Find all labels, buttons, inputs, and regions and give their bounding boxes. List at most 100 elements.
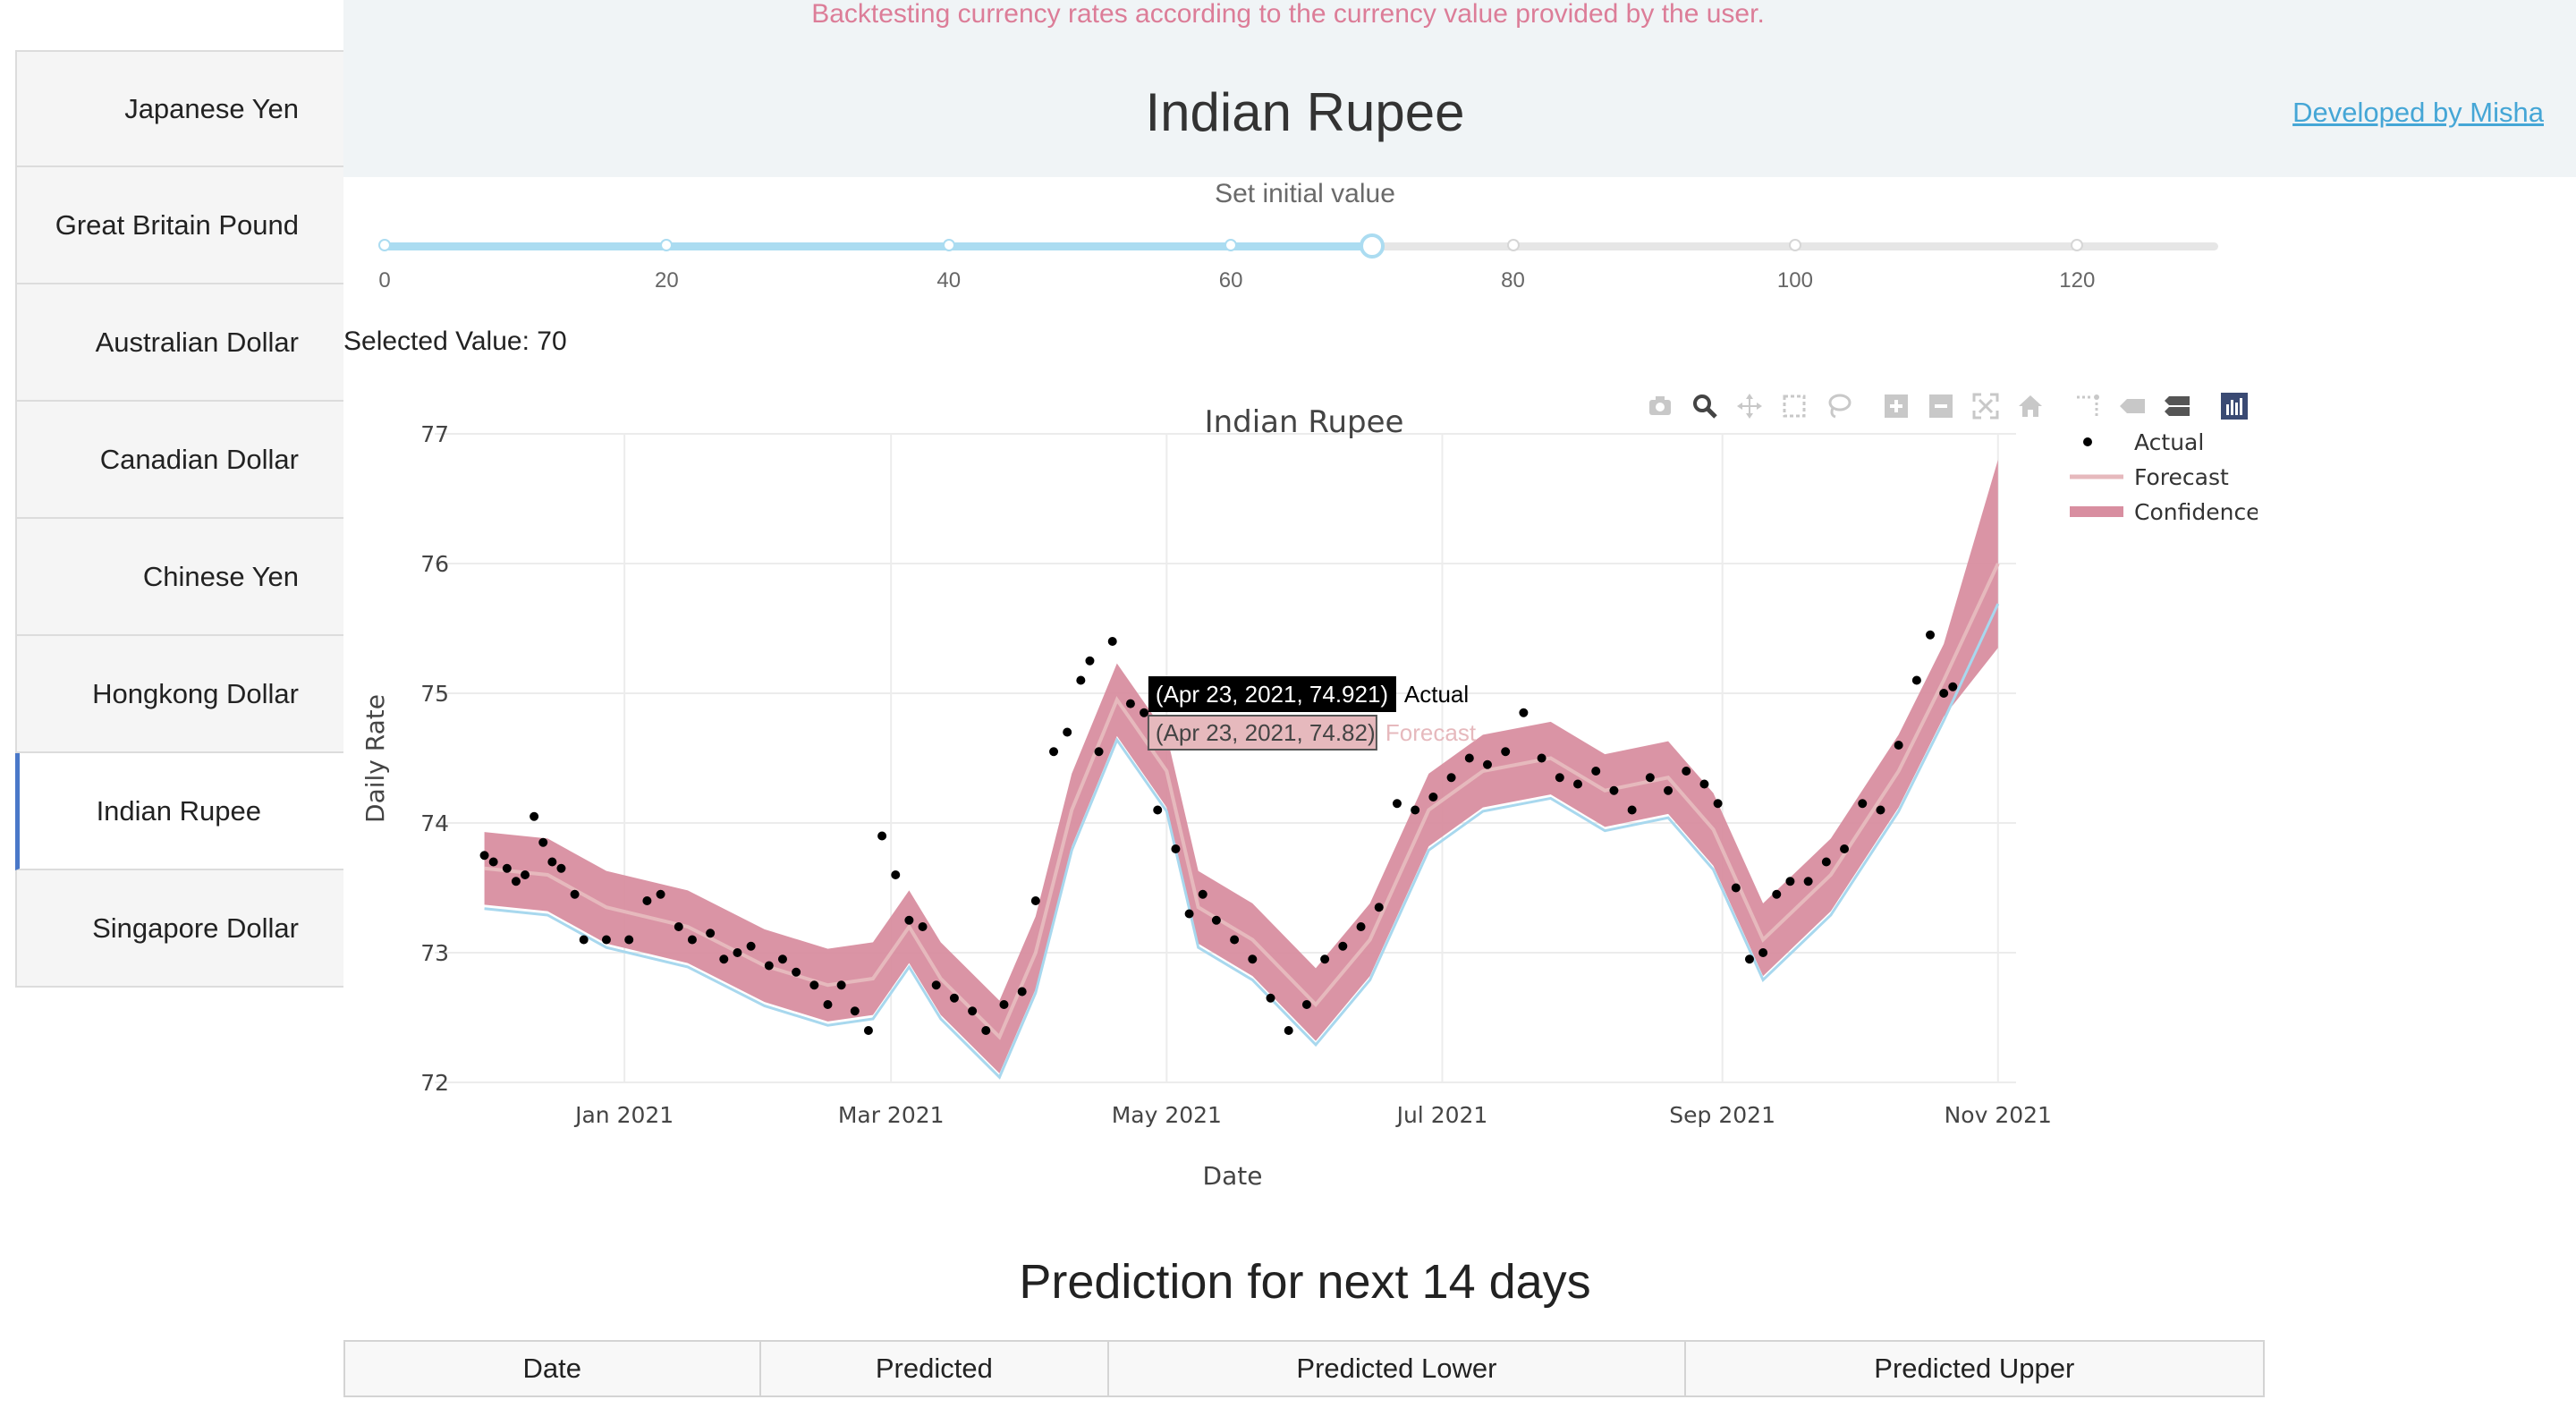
actual-point[interactable] xyxy=(836,980,846,990)
sidebar-item-indian-rupee[interactable]: Indian Rupee xyxy=(15,753,343,870)
chart-legend[interactable]: Actual Forecast Confidence xyxy=(2070,429,2258,525)
actual-point[interactable] xyxy=(1049,747,1059,757)
actual-points[interactable] xyxy=(479,630,1958,1035)
actual-point[interactable] xyxy=(1085,656,1095,666)
lasso-icon[interactable] xyxy=(1821,388,1857,424)
actual-point[interactable] xyxy=(656,889,665,899)
actual-point[interactable] xyxy=(1501,747,1511,757)
legend-confidence-swatch[interactable] xyxy=(2070,506,2123,517)
zoom-out-icon[interactable] xyxy=(1923,388,1959,424)
actual-point[interactable] xyxy=(850,1006,860,1016)
actual-point[interactable] xyxy=(777,954,787,964)
actual-point[interactable] xyxy=(1555,773,1564,783)
actual-point[interactable] xyxy=(1627,805,1637,815)
actual-point[interactable] xyxy=(999,1000,1009,1009)
actual-point[interactable] xyxy=(1682,767,1691,776)
actual-point[interactable] xyxy=(1609,785,1619,795)
pan-icon[interactable] xyxy=(1732,388,1767,424)
actual-point[interactable] xyxy=(1537,753,1546,763)
actual-point[interactable] xyxy=(1140,708,1149,717)
spike-lines-icon[interactable] xyxy=(2070,388,2106,424)
actual-point[interactable] xyxy=(1211,915,1221,925)
actual-point[interactable] xyxy=(521,870,530,879)
slider-track[interactable] xyxy=(385,242,1372,250)
column-header-predicted[interactable]: Predicted xyxy=(758,1340,1110,1397)
actual-point[interactable] xyxy=(579,935,589,945)
legend-actual-marker[interactable] xyxy=(2083,437,2092,446)
actual-point[interactable] xyxy=(1411,805,1420,815)
actual-point[interactable] xyxy=(488,857,498,867)
legend-label[interactable]: Actual xyxy=(2134,429,2204,455)
actual-point[interactable] xyxy=(706,929,716,938)
actual-point[interactable] xyxy=(547,857,557,867)
actual-point[interactable] xyxy=(1374,903,1384,912)
reset-axes-icon[interactable] xyxy=(2012,388,2048,424)
actual-point[interactable] xyxy=(687,935,697,945)
camera-icon[interactable] xyxy=(1642,388,1678,424)
actual-point[interactable] xyxy=(904,915,914,925)
actual-point[interactable] xyxy=(863,1026,873,1035)
actual-point[interactable] xyxy=(642,896,652,905)
actual-point[interactable] xyxy=(1094,747,1104,757)
legend-label[interactable]: Forecast xyxy=(2134,464,2229,490)
autoscale-icon[interactable] xyxy=(1968,388,2004,424)
legend-label[interactable]: Confidence xyxy=(2134,499,2258,525)
rate-chart[interactable]: 72 73 74 75 76 77 Jan 2021 Mar 2021 May 2021 Jul … xyxy=(343,385,2258,1208)
actual-point[interactable] xyxy=(809,980,819,990)
slider-dot[interactable] xyxy=(1788,239,1801,251)
slider-dot[interactable] xyxy=(660,239,674,251)
actual-point[interactable] xyxy=(1645,773,1655,783)
column-header-predicted-upper[interactable]: Predicted Upper xyxy=(1683,1340,2266,1397)
actual-point[interactable] xyxy=(1356,922,1366,931)
actual-point[interactable] xyxy=(1939,689,1949,698)
actual-point[interactable] xyxy=(746,941,756,951)
actual-point[interactable] xyxy=(1301,1000,1311,1009)
actual-point[interactable] xyxy=(981,1026,991,1035)
actual-point[interactable] xyxy=(601,935,611,945)
actual-point[interactable] xyxy=(530,811,539,821)
slider-handle[interactable] xyxy=(1359,233,1385,259)
slider-dot[interactable] xyxy=(942,239,955,251)
actual-point[interactable] xyxy=(931,980,941,990)
actual-point[interactable] xyxy=(511,877,521,886)
column-header-predicted-lower[interactable]: Predicted Lower xyxy=(1107,1340,1686,1397)
actual-point[interactable] xyxy=(719,954,729,964)
actual-point[interactable] xyxy=(1030,896,1040,905)
slider-dot[interactable] xyxy=(2071,239,2084,251)
actual-point[interactable] xyxy=(1926,630,1936,640)
sidebar-item-hongkong-dollar[interactable]: Hongkong Dollar xyxy=(15,636,343,753)
actual-point[interactable] xyxy=(1911,675,1921,685)
actual-point[interactable] xyxy=(674,922,683,931)
actual-point[interactable] xyxy=(968,1006,978,1016)
actual-point[interactable] xyxy=(1482,759,1492,769)
actual-point[interactable] xyxy=(1464,753,1474,763)
column-header-date[interactable]: Date xyxy=(343,1340,761,1397)
actual-point[interactable] xyxy=(1731,883,1741,893)
actual-point[interactable] xyxy=(1894,741,1903,750)
sidebar-item-chinese-yen[interactable]: Chinese Yen xyxy=(15,519,343,636)
actual-point[interactable] xyxy=(823,1000,833,1009)
actual-point[interactable] xyxy=(1320,954,1330,964)
actual-point[interactable] xyxy=(877,831,887,841)
actual-point[interactable] xyxy=(556,863,566,873)
sidebar-item-australian-dollar[interactable]: Australian Dollar xyxy=(15,284,343,402)
actual-point[interactable] xyxy=(1266,993,1275,1003)
actual-point[interactable] xyxy=(1758,948,1768,957)
actual-point[interactable] xyxy=(1699,779,1709,789)
slider-dot[interactable] xyxy=(1506,239,1520,251)
actual-point[interactable] xyxy=(1821,857,1831,867)
initial-value-slider[interactable]: 0 20 40 60 80 100 120 xyxy=(378,233,2218,306)
zoom-in-icon[interactable] xyxy=(1878,388,1914,424)
actual-point[interactable] xyxy=(1803,877,1813,886)
developer-link[interactable]: Developed by Misha xyxy=(2292,97,2544,128)
sidebar-item-japanese-yen[interactable]: Japanese Yen xyxy=(15,50,343,167)
actual-point[interactable] xyxy=(1858,799,1868,809)
slider-dot[interactable] xyxy=(378,239,391,251)
zoom-icon[interactable] xyxy=(1687,388,1723,424)
actual-point[interactable] xyxy=(792,967,801,977)
actual-point[interactable] xyxy=(1948,682,1958,691)
sidebar-item-canadian-dollar[interactable]: Canadian Dollar xyxy=(15,402,343,519)
actual-point[interactable] xyxy=(1392,799,1402,809)
actual-point[interactable] xyxy=(1664,785,1674,795)
actual-point[interactable] xyxy=(949,993,959,1003)
